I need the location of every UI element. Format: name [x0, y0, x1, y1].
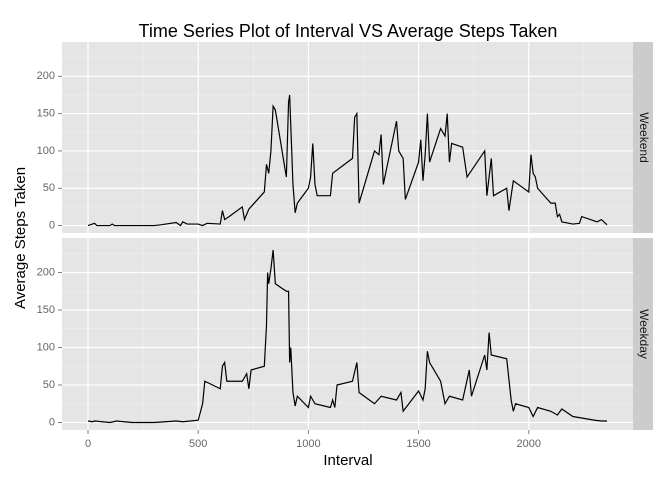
- y-tick-label: 150: [37, 304, 55, 316]
- y-tick-label: 200: [37, 266, 55, 278]
- data-line: [87, 249, 607, 424]
- y-tick-label: 100: [37, 341, 55, 353]
- y-tick-label: 100: [37, 145, 55, 157]
- data-line: [87, 94, 608, 227]
- y-tick-label: 0: [49, 416, 55, 428]
- x-tick-label: 1500: [406, 438, 430, 450]
- panel-background: [62, 42, 633, 233]
- y-tick-label: 50: [43, 182, 55, 194]
- y-axis-label: Average Steps Taken: [12, 167, 29, 309]
- x-tick-label: 500: [189, 438, 207, 450]
- chart-title: Time Series Plot of Interval VS Average …: [139, 21, 558, 41]
- y-tick-label: 150: [37, 108, 55, 120]
- facet-strip: [633, 42, 653, 233]
- panel-background: [62, 238, 633, 430]
- facet-label: Weekend: [637, 112, 651, 162]
- x-tick-label: 0: [85, 438, 91, 450]
- y-tick-label: 0: [49, 219, 55, 231]
- x-axis-label: Interval: [323, 452, 372, 469]
- facet-strip: [633, 238, 653, 430]
- y-tick-label: 200: [37, 70, 55, 82]
- x-tick-label: 2000: [517, 438, 541, 450]
- y-tick-label: 50: [43, 379, 55, 391]
- x-tick-label: 1000: [296, 438, 320, 450]
- facet-label: Weekday: [637, 309, 651, 359]
